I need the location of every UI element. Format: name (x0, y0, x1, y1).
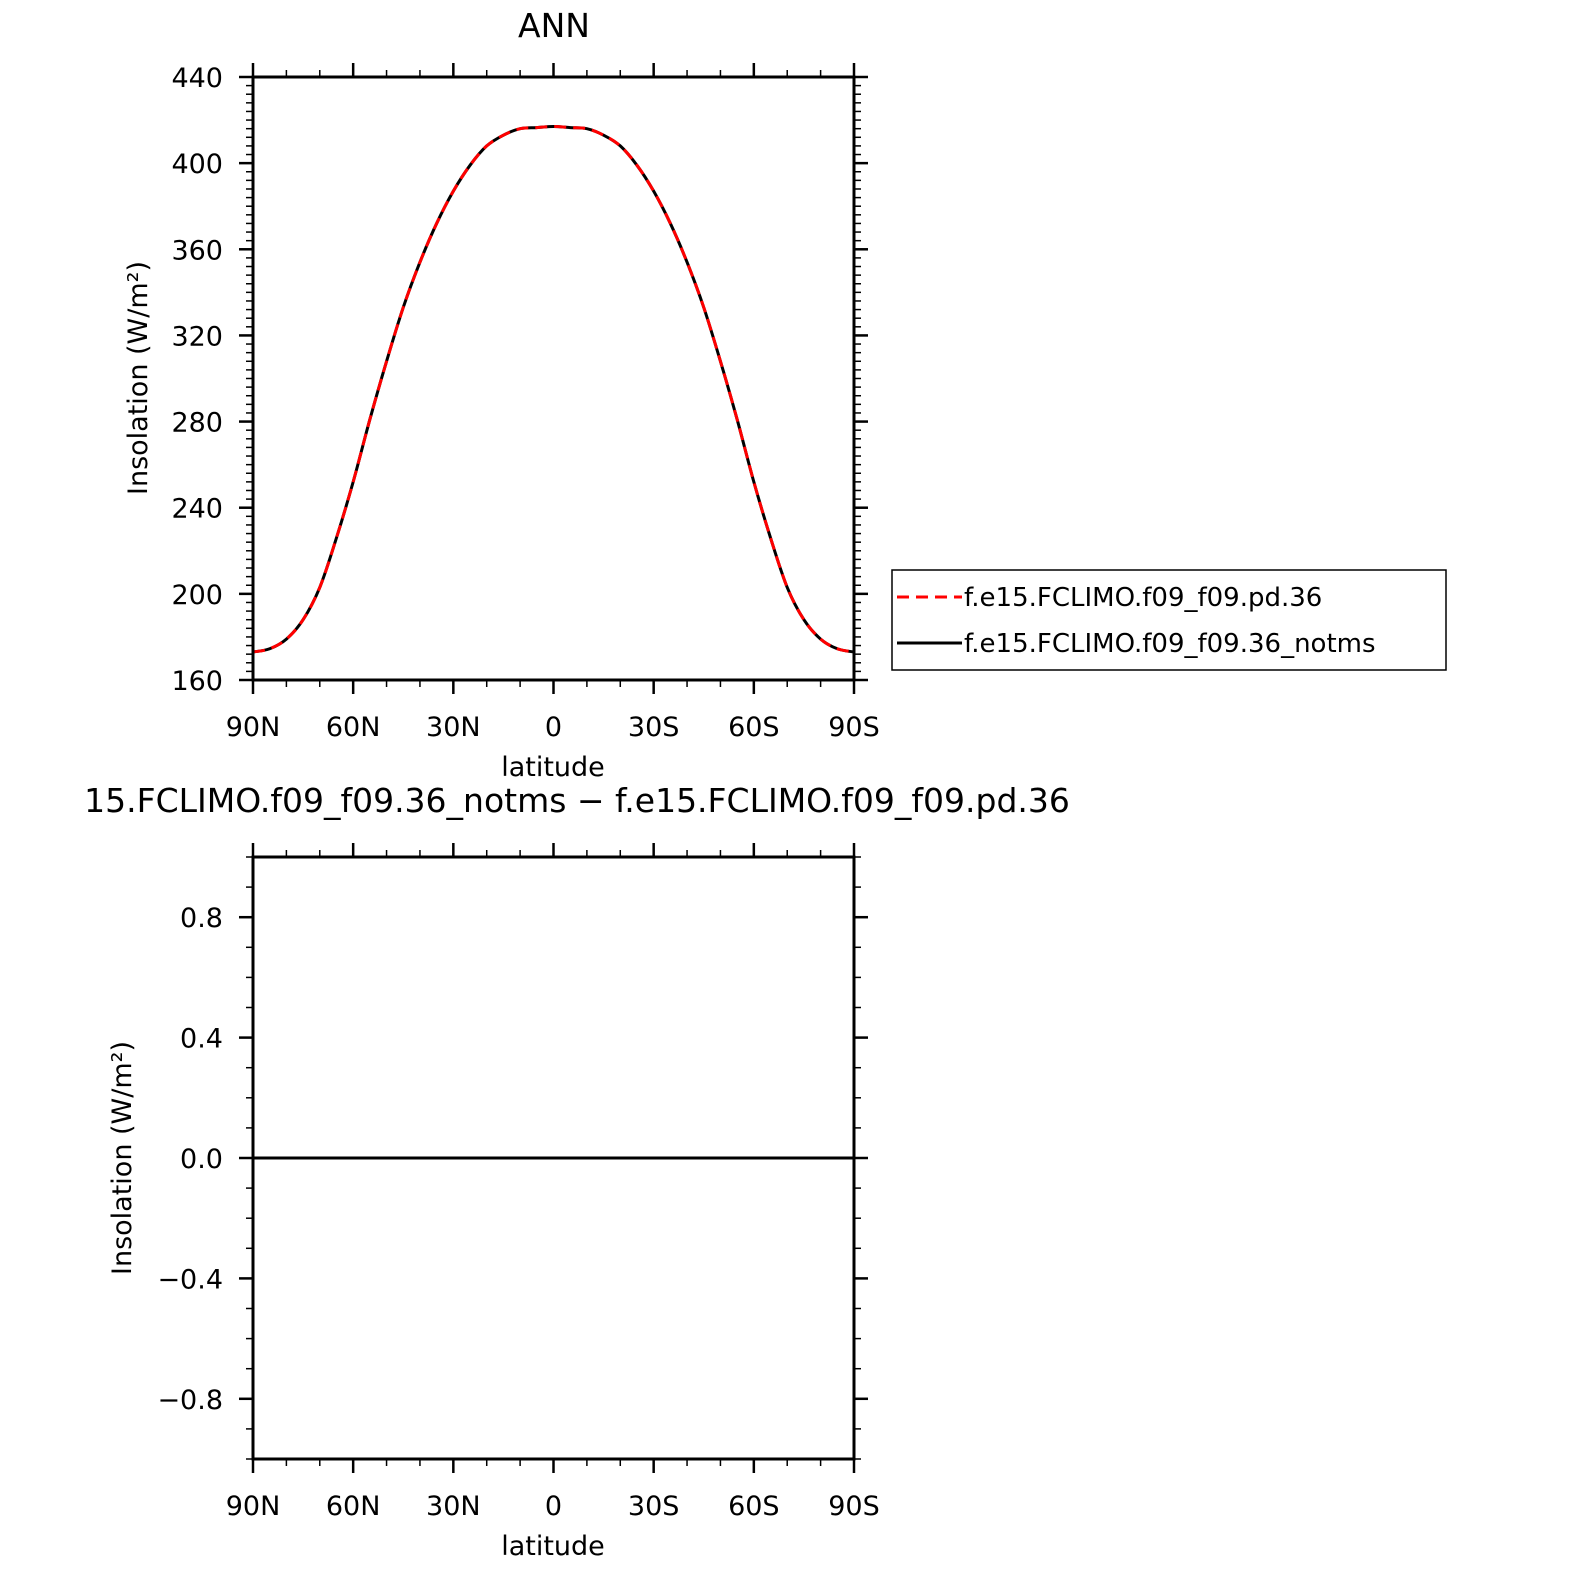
top-y-tick-label: 160 (171, 666, 223, 697)
bottom-x-tick-label: 90S (828, 1491, 880, 1522)
bottom-chart-title: 15.FCLIMO.f09_f09.36_notms − f.e15.FCLIM… (84, 781, 1070, 820)
top-x-axis-label: latitude (501, 752, 605, 783)
bottom-x-tick-label: 0 (545, 1491, 562, 1522)
top-panel: ANN 160 200 240 280 320 360 400 440 90N 60N 30N 0 3… (123, 6, 1447, 783)
top-y-tick-label: 200 (171, 580, 223, 611)
top-x-tick-label: 60N (326, 712, 381, 743)
top-x-tick-label: 30N (426, 712, 481, 743)
bottom-x-tick-labels: 90N 60N 30N 0 30S 60S 90S (226, 1491, 880, 1522)
top-series-line-1 (252, 125, 855, 654)
top-y-tick-labels: 160 200 240 280 320 360 400 440 (171, 63, 223, 697)
bottom-y-tick-label: 0.8 (180, 903, 223, 934)
legend-label-pd36: f.e15.FCLIMO.f09_f09.pd.36 (964, 583, 1322, 613)
top-y-tick-label: 280 (171, 408, 223, 439)
top-x-tick-label: 60S (728, 712, 780, 743)
bottom-x-tick-label: 30S (628, 1491, 680, 1522)
bottom-x-tick-label: 60N (326, 1491, 381, 1522)
top-x-tick-label: 90S (828, 712, 880, 743)
top-series-line-0 (252, 125, 855, 654)
top-y-tick-label: 320 (171, 321, 223, 352)
bottom-y-tick-labels: −0.8 −0.4 0.0 0.4 0.8 (157, 903, 223, 1416)
top-series-lines (252, 125, 855, 654)
legend: f.e15.FCLIMO.f09_f09.pd.36 f.e15.FCLIMO.… (891, 569, 1447, 671)
top-y-axis-label: Insolation (W/m²) (123, 261, 154, 495)
bottom-y-tick-label: −0.8 (157, 1385, 223, 1416)
bottom-x-tick-label: 30N (426, 1491, 481, 1522)
bottom-panel: 15.FCLIMO.f09_f09.36_notms − f.e15.FCLIM… (84, 781, 1070, 1562)
bottom-plot-frame (251, 855, 856, 1461)
bottom-x-tick-label: 90N (226, 1491, 281, 1522)
legend-box (891, 569, 1447, 671)
top-y-tick-label: 240 (171, 494, 223, 525)
top-y-tick-label: 400 (171, 149, 223, 180)
legend-label-notms: f.e15.FCLIMO.f09_f09.36_notms (964, 629, 1376, 659)
top-x-tick-labels: 90N 60N 30N 0 30S 60S 90S (226, 712, 880, 743)
bottom-y-tick-label: 0.0 (180, 1144, 223, 1175)
top-x-tick-label: 30S (628, 712, 680, 743)
bottom-y-axis-label: Insolation (W/m²) (107, 1041, 138, 1275)
bottom-x-axis-label: latitude (501, 1531, 605, 1562)
top-y-tick-label: 360 (171, 235, 223, 266)
top-plot-frame (251, 75, 856, 682)
top-axis-ticks (239, 63, 868, 694)
top-chart-title: ANN (518, 6, 590, 45)
top-y-tick-label: 440 (171, 63, 223, 94)
top-x-tick-label: 0 (545, 712, 562, 743)
bottom-x-tick-label: 60S (728, 1491, 780, 1522)
top-x-tick-label: 90N (226, 712, 281, 743)
bottom-y-tick-label: −0.4 (157, 1264, 223, 1295)
bottom-y-tick-label: 0.4 (180, 1024, 223, 1055)
